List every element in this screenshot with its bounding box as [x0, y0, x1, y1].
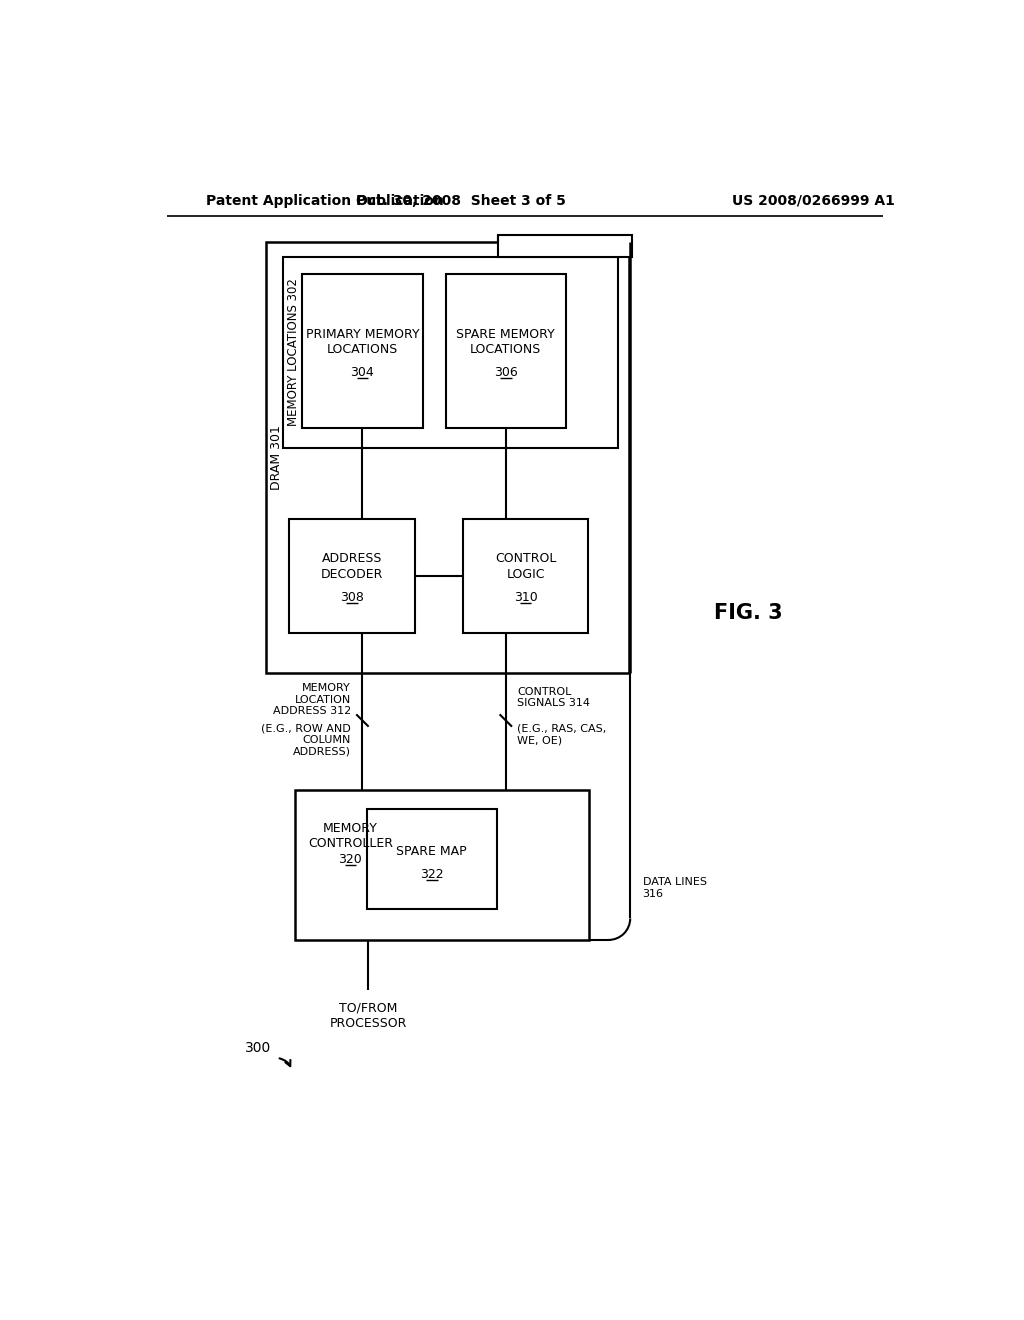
Bar: [463, 519, 589, 632]
Bar: [295, 789, 589, 940]
Text: SPARE MAP: SPARE MAP: [396, 845, 467, 858]
Text: DATA LINES
316: DATA LINES 316: [643, 878, 707, 899]
Text: 308: 308: [340, 591, 364, 603]
Text: DRAM 301: DRAM 301: [270, 425, 284, 490]
Text: 322: 322: [420, 869, 443, 880]
Text: MEMORY
CONTROLLER: MEMORY CONTROLLER: [308, 822, 393, 850]
Text: US 2008/0266999 A1: US 2008/0266999 A1: [732, 194, 895, 207]
Text: 304: 304: [350, 366, 375, 379]
Text: 306: 306: [494, 366, 518, 379]
Bar: [498, 235, 632, 257]
Bar: [367, 809, 497, 909]
Text: Patent Application Publication: Patent Application Publication: [206, 194, 443, 207]
Text: PRIMARY MEMORY
LOCATIONS: PRIMARY MEMORY LOCATIONS: [305, 327, 419, 355]
Bar: [289, 519, 415, 632]
Bar: [302, 275, 423, 428]
Text: CONTROL
SIGNALS 314: CONTROL SIGNALS 314: [517, 686, 591, 709]
Text: CONTROL
LOGIC: CONTROL LOGIC: [495, 553, 556, 581]
Text: SPARE MEMORY
LOCATIONS: SPARE MEMORY LOCATIONS: [457, 327, 555, 355]
Text: ADDRESS
DECODER: ADDRESS DECODER: [321, 553, 383, 581]
Text: TO/FROM
PROCESSOR: TO/FROM PROCESSOR: [330, 1002, 407, 1030]
Text: 310: 310: [514, 591, 538, 603]
Bar: [266, 242, 629, 673]
Text: MEMORY LOCATIONS 302: MEMORY LOCATIONS 302: [288, 279, 300, 426]
Text: MEMORY
LOCATION
ADDRESS 312: MEMORY LOCATION ADDRESS 312: [272, 684, 351, 717]
Bar: [445, 275, 566, 428]
Text: FIG. 3: FIG. 3: [714, 603, 782, 623]
Text: Oct. 30, 2008  Sheet 3 of 5: Oct. 30, 2008 Sheet 3 of 5: [356, 194, 566, 207]
Text: 300: 300: [245, 1040, 271, 1055]
Text: (E.G., RAS, CAS,
WE, OE): (E.G., RAS, CAS, WE, OE): [517, 723, 606, 746]
Bar: [283, 257, 617, 447]
Text: 320: 320: [339, 853, 362, 866]
Text: (E.G., ROW AND
COLUMN
ADDRESS): (E.G., ROW AND COLUMN ADDRESS): [261, 723, 351, 756]
